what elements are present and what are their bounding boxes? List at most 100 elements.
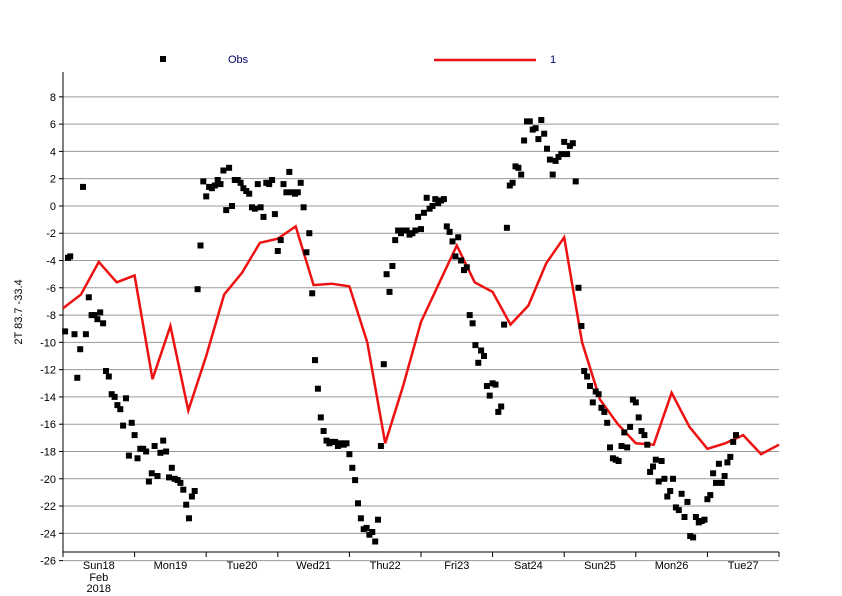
obs-point — [191, 488, 198, 494]
obs-point — [681, 514, 688, 520]
obs-point — [314, 385, 321, 392]
y-tick-label: 0 — [50, 201, 56, 213]
obs-point — [578, 323, 585, 329]
x-tick-label: Wed21 — [296, 560, 331, 572]
y-tick-label: 6 — [50, 119, 56, 131]
obs-point — [151, 443, 158, 449]
obs-point — [478, 347, 485, 354]
obs-point — [463, 264, 470, 271]
obs-point — [486, 392, 493, 399]
obs-point — [733, 432, 739, 439]
obs-point — [148, 470, 155, 477]
x-tick-label: Tue27 — [728, 560, 759, 572]
y-tick-label: -16 — [40, 419, 56, 431]
obs-point — [260, 213, 267, 220]
obs-point — [254, 181, 261, 188]
obs-point — [483, 383, 490, 389]
obs-point — [587, 383, 593, 389]
obs-point — [440, 196, 447, 203]
obs-point — [283, 189, 290, 196]
obs-point — [229, 203, 235, 209]
obs-point — [452, 253, 459, 260]
obs-point — [678, 490, 685, 497]
obs-point — [217, 181, 224, 188]
obs-point — [357, 515, 364, 522]
obs-point — [62, 328, 69, 335]
obs-point — [713, 479, 719, 486]
y-tick-label: -10 — [40, 337, 56, 349]
obs-point — [188, 493, 195, 500]
obs-point — [475, 359, 482, 366]
obs-point — [274, 248, 281, 254]
x-tick-label: Thu22 — [370, 560, 401, 572]
obs-point — [163, 448, 170, 455]
grid-lines — [63, 96, 779, 562]
obs-point — [352, 477, 359, 484]
obs-point — [297, 179, 304, 186]
obs-point — [581, 368, 588, 374]
x-tick-label: Mon19 — [154, 560, 188, 572]
obs-point — [143, 448, 150, 455]
obs-point — [670, 475, 676, 482]
y-tick-label: -26 — [40, 556, 56, 568]
obs-point — [584, 373, 591, 380]
obs-point — [615, 458, 622, 464]
y-tick-label: -2 — [46, 228, 56, 240]
legend-obs-label: Obs — [228, 54, 249, 66]
x-tick-label: Fri23 — [444, 560, 469, 572]
obs-point — [549, 171, 556, 178]
obs-point — [363, 524, 370, 531]
obs-point — [157, 449, 164, 456]
obs-point — [346, 451, 353, 458]
obs-point — [718, 479, 725, 486]
obs-point — [472, 342, 479, 349]
obs-point — [67, 253, 74, 260]
x-tick-label: Sun18 — [83, 560, 115, 572]
obs-point — [186, 515, 192, 522]
x-tick-label: Mon26 — [655, 560, 689, 572]
obs-point — [449, 238, 456, 245]
obs-point — [303, 249, 310, 256]
obs-point — [134, 455, 141, 462]
obs-point — [604, 419, 611, 426]
obs-point — [541, 130, 548, 137]
obs-point — [286, 168, 293, 175]
obs-point — [538, 117, 545, 123]
obs-point — [667, 488, 674, 494]
obs-point — [349, 464, 356, 471]
obs-point — [655, 478, 662, 485]
obs-point — [317, 414, 324, 421]
obs-point — [343, 440, 350, 447]
obs-point — [389, 263, 396, 269]
obs-point — [91, 312, 98, 319]
y-tick-label: -8 — [46, 310, 56, 322]
y-tick-label: -4 — [46, 256, 56, 268]
obs-point — [627, 423, 634, 430]
obs-point — [598, 404, 605, 411]
obs-point — [214, 177, 221, 183]
obs-point — [638, 428, 645, 434]
obs-point — [650, 463, 656, 470]
y-tick-label: 4 — [50, 146, 56, 158]
obs-point — [721, 473, 728, 479]
obs-point — [123, 395, 129, 402]
obs-point — [166, 474, 172, 481]
obs-point — [168, 464, 175, 471]
obs-point — [446, 228, 453, 235]
obs-point — [203, 193, 210, 200]
obs-point — [383, 271, 390, 278]
y-tick-label: -22 — [40, 501, 56, 513]
obs-point — [521, 137, 528, 144]
obs-point — [257, 204, 264, 211]
obs-point — [377, 443, 384, 449]
obs-point — [607, 444, 613, 451]
series-points-group — [62, 117, 739, 545]
obs-point — [100, 320, 107, 327]
obs-point — [724, 459, 731, 466]
obs-point — [730, 438, 737, 445]
obs-point — [226, 164, 233, 171]
obs-point — [710, 470, 717, 477]
obs-point — [492, 381, 499, 388]
obs-point — [601, 408, 608, 415]
obs-point — [481, 353, 487, 359]
